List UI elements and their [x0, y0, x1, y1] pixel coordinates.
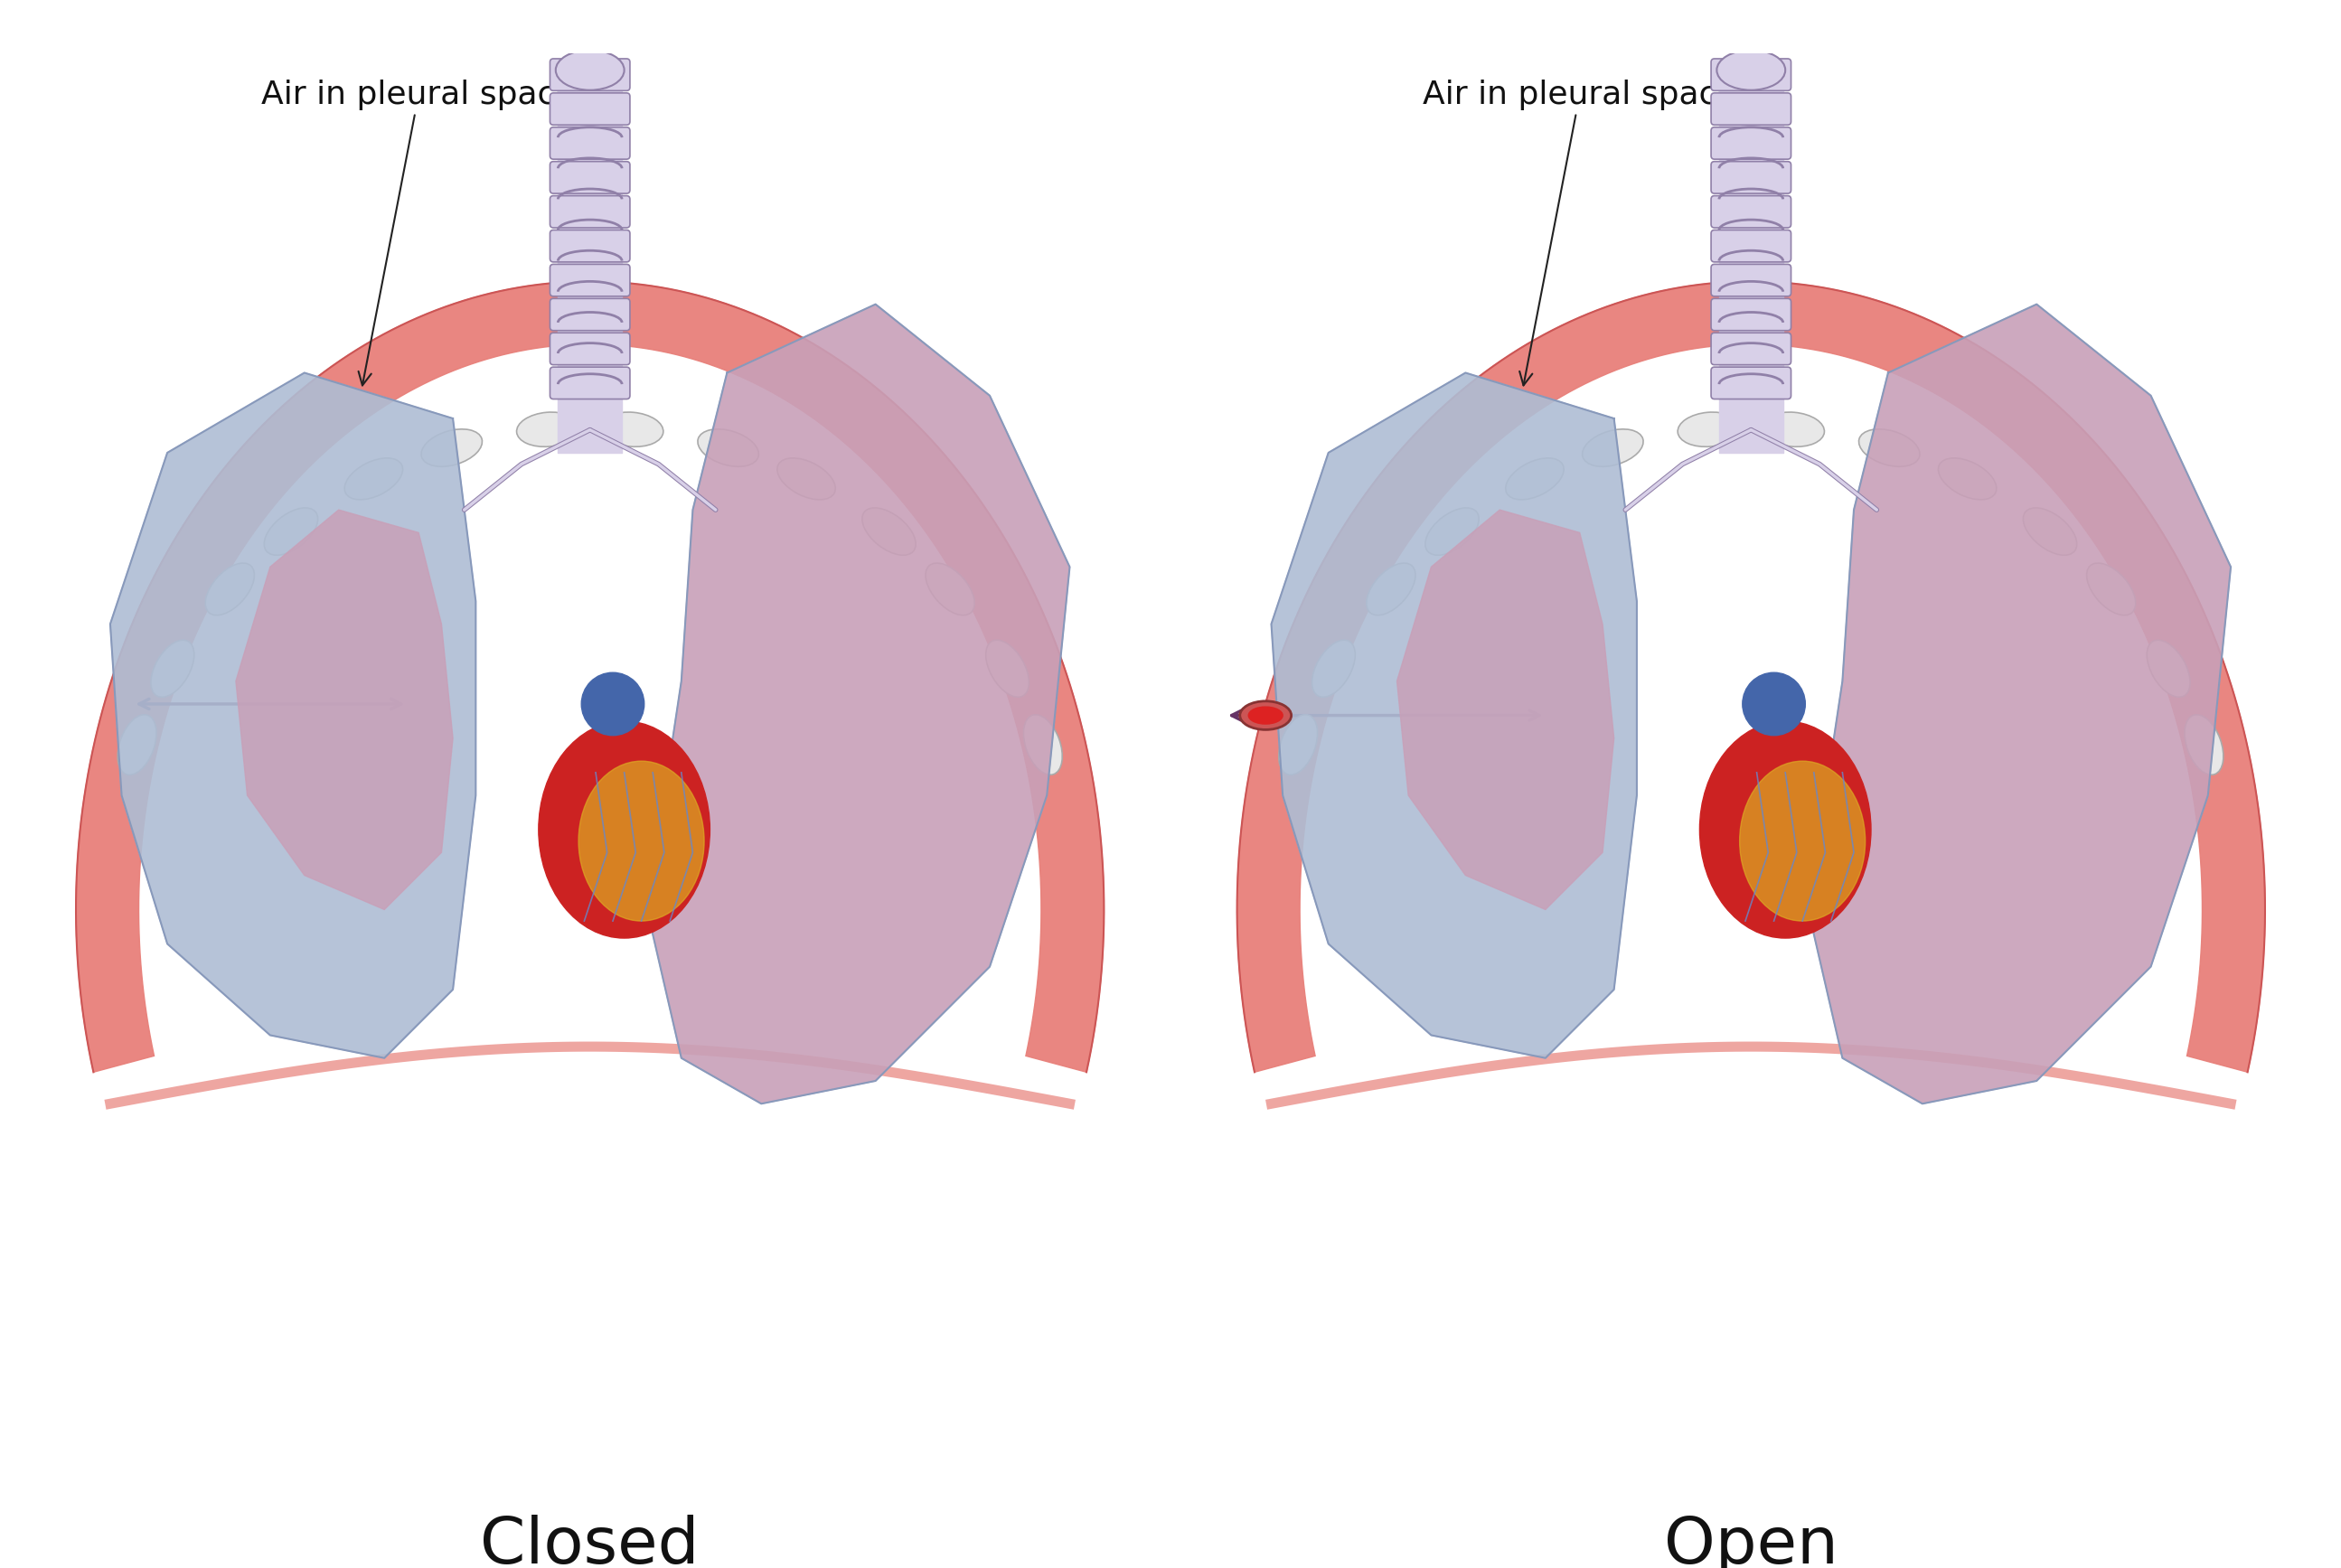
Polygon shape — [1271, 373, 1636, 1058]
Ellipse shape — [1938, 458, 1997, 500]
Ellipse shape — [150, 640, 194, 698]
FancyBboxPatch shape — [1711, 332, 1791, 365]
Ellipse shape — [2086, 563, 2135, 615]
Text: Open
pneumothorax: Open pneumothorax — [1510, 1515, 1992, 1568]
Ellipse shape — [1763, 412, 1824, 447]
Ellipse shape — [206, 563, 255, 615]
Polygon shape — [646, 304, 1070, 1104]
FancyBboxPatch shape — [1711, 58, 1791, 91]
Text: Air in pleural space: Air in pleural space — [262, 80, 576, 386]
Ellipse shape — [1742, 673, 1805, 735]
Ellipse shape — [1241, 701, 1292, 729]
FancyBboxPatch shape — [550, 265, 630, 296]
Ellipse shape — [1023, 715, 1063, 775]
FancyBboxPatch shape — [1711, 230, 1791, 262]
Polygon shape — [110, 373, 475, 1058]
Ellipse shape — [1859, 430, 1920, 467]
Ellipse shape — [1505, 458, 1564, 500]
Ellipse shape — [602, 412, 663, 447]
Ellipse shape — [1367, 563, 1416, 615]
FancyBboxPatch shape — [1711, 367, 1791, 398]
FancyBboxPatch shape — [550, 367, 630, 398]
FancyBboxPatch shape — [550, 162, 630, 193]
Polygon shape — [1398, 510, 1613, 909]
Ellipse shape — [1739, 760, 1866, 920]
FancyBboxPatch shape — [1711, 162, 1791, 193]
Ellipse shape — [1700, 721, 1870, 938]
Ellipse shape — [578, 760, 705, 920]
FancyBboxPatch shape — [550, 332, 630, 365]
Ellipse shape — [517, 412, 578, 447]
FancyBboxPatch shape — [550, 127, 630, 160]
Ellipse shape — [861, 508, 915, 555]
Ellipse shape — [986, 640, 1030, 698]
Ellipse shape — [1278, 715, 1318, 775]
Ellipse shape — [2184, 715, 2224, 775]
Polygon shape — [1236, 281, 2266, 1073]
FancyBboxPatch shape — [550, 230, 630, 262]
Ellipse shape — [925, 563, 974, 615]
Ellipse shape — [1678, 412, 1739, 447]
Text: Air in pleural space: Air in pleural space — [1423, 80, 1737, 386]
Text: Closed
pneumothorax: Closed pneumothorax — [349, 1515, 831, 1568]
Ellipse shape — [344, 458, 403, 500]
Ellipse shape — [265, 508, 318, 555]
FancyBboxPatch shape — [550, 196, 630, 227]
FancyBboxPatch shape — [1711, 127, 1791, 160]
Ellipse shape — [538, 721, 709, 938]
Ellipse shape — [2147, 640, 2191, 698]
Polygon shape — [236, 510, 452, 909]
Polygon shape — [75, 281, 1105, 1073]
Ellipse shape — [1426, 508, 1480, 555]
Ellipse shape — [698, 430, 758, 467]
Polygon shape — [1807, 304, 2231, 1104]
FancyBboxPatch shape — [1711, 298, 1791, 331]
Ellipse shape — [1311, 640, 1355, 698]
Ellipse shape — [555, 50, 625, 89]
FancyBboxPatch shape — [1711, 93, 1791, 125]
FancyBboxPatch shape — [550, 58, 630, 91]
Ellipse shape — [421, 430, 482, 467]
FancyBboxPatch shape — [550, 93, 630, 125]
Ellipse shape — [777, 458, 836, 500]
Ellipse shape — [1716, 50, 1786, 89]
FancyBboxPatch shape — [1711, 196, 1791, 227]
FancyBboxPatch shape — [550, 298, 630, 331]
Ellipse shape — [1583, 430, 1643, 467]
Ellipse shape — [117, 715, 157, 775]
Ellipse shape — [2023, 508, 2076, 555]
Ellipse shape — [581, 673, 644, 735]
FancyBboxPatch shape — [1711, 265, 1791, 296]
Ellipse shape — [1248, 707, 1283, 724]
